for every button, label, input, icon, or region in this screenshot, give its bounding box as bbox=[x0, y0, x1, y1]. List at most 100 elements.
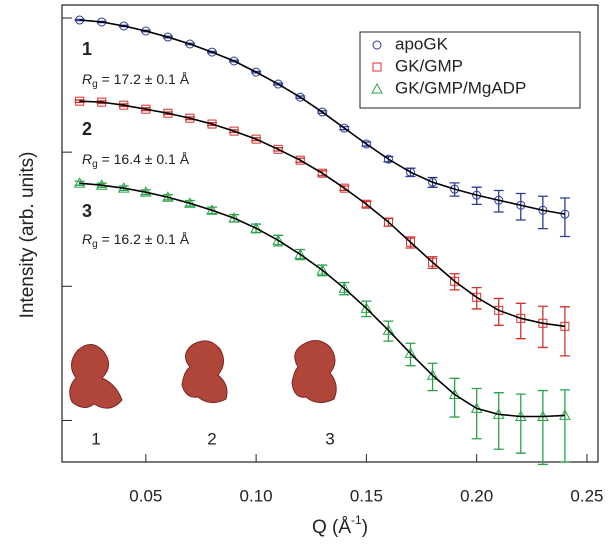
data-point bbox=[428, 257, 438, 267]
data-point bbox=[163, 32, 173, 42]
data-point bbox=[426, 369, 439, 380]
legend-marker bbox=[372, 62, 382, 72]
curve-number: 3 bbox=[82, 201, 92, 221]
error-bar bbox=[493, 189, 504, 213]
data-point bbox=[470, 402, 483, 413]
structure-label: 1 bbox=[91, 429, 100, 448]
rg-annotation: Rg = 16.2 ± 0.1 Å bbox=[82, 231, 190, 250]
data-point bbox=[294, 248, 307, 259]
error-bar bbox=[515, 393, 526, 454]
error-bar bbox=[515, 302, 526, 340]
error-bar bbox=[537, 195, 548, 230]
data-point bbox=[251, 67, 261, 77]
data-point bbox=[273, 144, 283, 154]
structure-3 bbox=[291, 340, 337, 403]
rg-symbol: R bbox=[82, 71, 92, 87]
x-tick-label: 0.10 bbox=[240, 486, 273, 505]
y-axis-label: Intensity (arb. units) bbox=[17, 152, 38, 319]
data-point bbox=[295, 155, 305, 165]
data-point bbox=[207, 119, 217, 129]
data-point bbox=[295, 92, 305, 102]
rg-value: = 16.2 ± 0.1 Å bbox=[98, 231, 190, 247]
data-point bbox=[516, 313, 526, 323]
fit-line bbox=[79, 182, 565, 418]
data-point bbox=[383, 217, 393, 227]
data-point bbox=[404, 347, 417, 358]
rg-value: = 16.4 ± 0.1 Å bbox=[98, 151, 190, 167]
structure-1 bbox=[69, 344, 123, 409]
rg-subscript: g bbox=[92, 239, 98, 250]
data-point bbox=[494, 195, 504, 205]
data-point bbox=[406, 237, 416, 247]
data-point bbox=[406, 167, 416, 177]
data-point bbox=[360, 302, 373, 313]
error-bar bbox=[559, 197, 570, 238]
data-point bbox=[450, 184, 460, 194]
x-axis-label-end: ) bbox=[362, 517, 368, 538]
data-point bbox=[516, 200, 526, 210]
legend-marker bbox=[372, 40, 382, 50]
data-point bbox=[141, 26, 151, 36]
data-point bbox=[273, 79, 283, 89]
x-tick-label: 0.20 bbox=[460, 486, 493, 505]
rg-subscript: g bbox=[92, 79, 98, 90]
error-bar bbox=[559, 389, 570, 463]
curve-number: 2 bbox=[82, 119, 92, 139]
data-point bbox=[185, 113, 195, 123]
rg-subscript: g bbox=[92, 159, 98, 170]
error-bar bbox=[493, 392, 504, 450]
structure-2 bbox=[181, 340, 228, 403]
legend-label: GK/GMP/MgADP bbox=[395, 78, 526, 97]
x-tick-label: 0.15 bbox=[350, 486, 383, 505]
data-point bbox=[361, 199, 371, 209]
data-point bbox=[448, 388, 461, 400]
data-point bbox=[229, 56, 239, 66]
data-point bbox=[494, 305, 504, 315]
error-bar bbox=[471, 387, 482, 440]
rg-symbol: R bbox=[82, 151, 92, 167]
data-point bbox=[472, 190, 482, 200]
data-point bbox=[361, 139, 371, 149]
rg-annotation: Rg = 16.4 ± 0.1 Å bbox=[82, 151, 190, 170]
structure-label: 3 bbox=[325, 429, 334, 448]
data-point bbox=[338, 282, 351, 293]
data-point bbox=[317, 107, 327, 117]
data-point bbox=[450, 276, 460, 286]
data-point bbox=[185, 39, 195, 49]
rg-annotation: Rg = 17.2 ± 0.1 Å bbox=[82, 71, 190, 90]
curve-number: 1 bbox=[82, 39, 92, 59]
error-bar bbox=[515, 192, 526, 221]
x-axis-label: Q (Å-1) bbox=[312, 513, 368, 538]
legend-label: apoGK bbox=[395, 34, 449, 53]
fit-line bbox=[79, 100, 566, 328]
error-bar bbox=[493, 297, 504, 326]
legend-label: GK/GMP bbox=[395, 56, 463, 75]
data-point bbox=[339, 183, 349, 193]
structure-label: 2 bbox=[207, 429, 216, 448]
data-point bbox=[207, 47, 217, 57]
legend-box bbox=[359, 31, 581, 109]
x-axis-label-sup: -1 bbox=[351, 513, 362, 527]
plot-frame bbox=[61, 4, 599, 463]
error-bar bbox=[471, 286, 482, 310]
legend-marker bbox=[371, 82, 383, 94]
data-point bbox=[472, 292, 482, 302]
x-axis-label-main: Q (Å bbox=[312, 517, 351, 538]
rg-symbol: R bbox=[82, 231, 92, 247]
data-point bbox=[383, 154, 393, 164]
error-bar bbox=[449, 377, 460, 418]
x-tick-label: 0.05 bbox=[129, 486, 162, 505]
protein-structures bbox=[69, 340, 337, 409]
data-point bbox=[251, 134, 261, 144]
fit-line bbox=[79, 19, 566, 215]
data-point bbox=[317, 168, 327, 178]
data-point bbox=[229, 126, 239, 136]
data-point bbox=[316, 264, 329, 275]
error-bar bbox=[427, 362, 438, 392]
rg-value: = 17.2 ± 0.1 Å bbox=[98, 71, 190, 87]
error-bar bbox=[559, 306, 570, 357]
x-tick-label: 0.25 bbox=[570, 486, 603, 505]
data-point bbox=[339, 123, 349, 133]
data-point bbox=[382, 324, 395, 335]
